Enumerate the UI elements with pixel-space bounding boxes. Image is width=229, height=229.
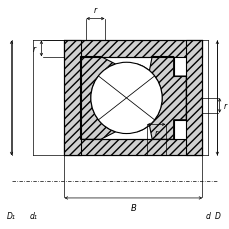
Text: r: r [93,6,97,15]
Text: r: r [223,101,226,110]
Polygon shape [64,41,202,57]
Polygon shape [185,41,202,156]
Polygon shape [64,41,80,156]
Polygon shape [64,140,202,156]
Text: d₁: d₁ [29,211,37,220]
Circle shape [90,63,161,134]
Text: D: D [213,211,219,220]
Polygon shape [80,57,115,140]
Polygon shape [137,57,185,140]
Text: d: d [205,211,210,220]
Text: r: r [33,45,36,54]
Text: D₁: D₁ [7,211,16,220]
Text: r: r [154,129,157,138]
Text: B: B [130,203,136,212]
